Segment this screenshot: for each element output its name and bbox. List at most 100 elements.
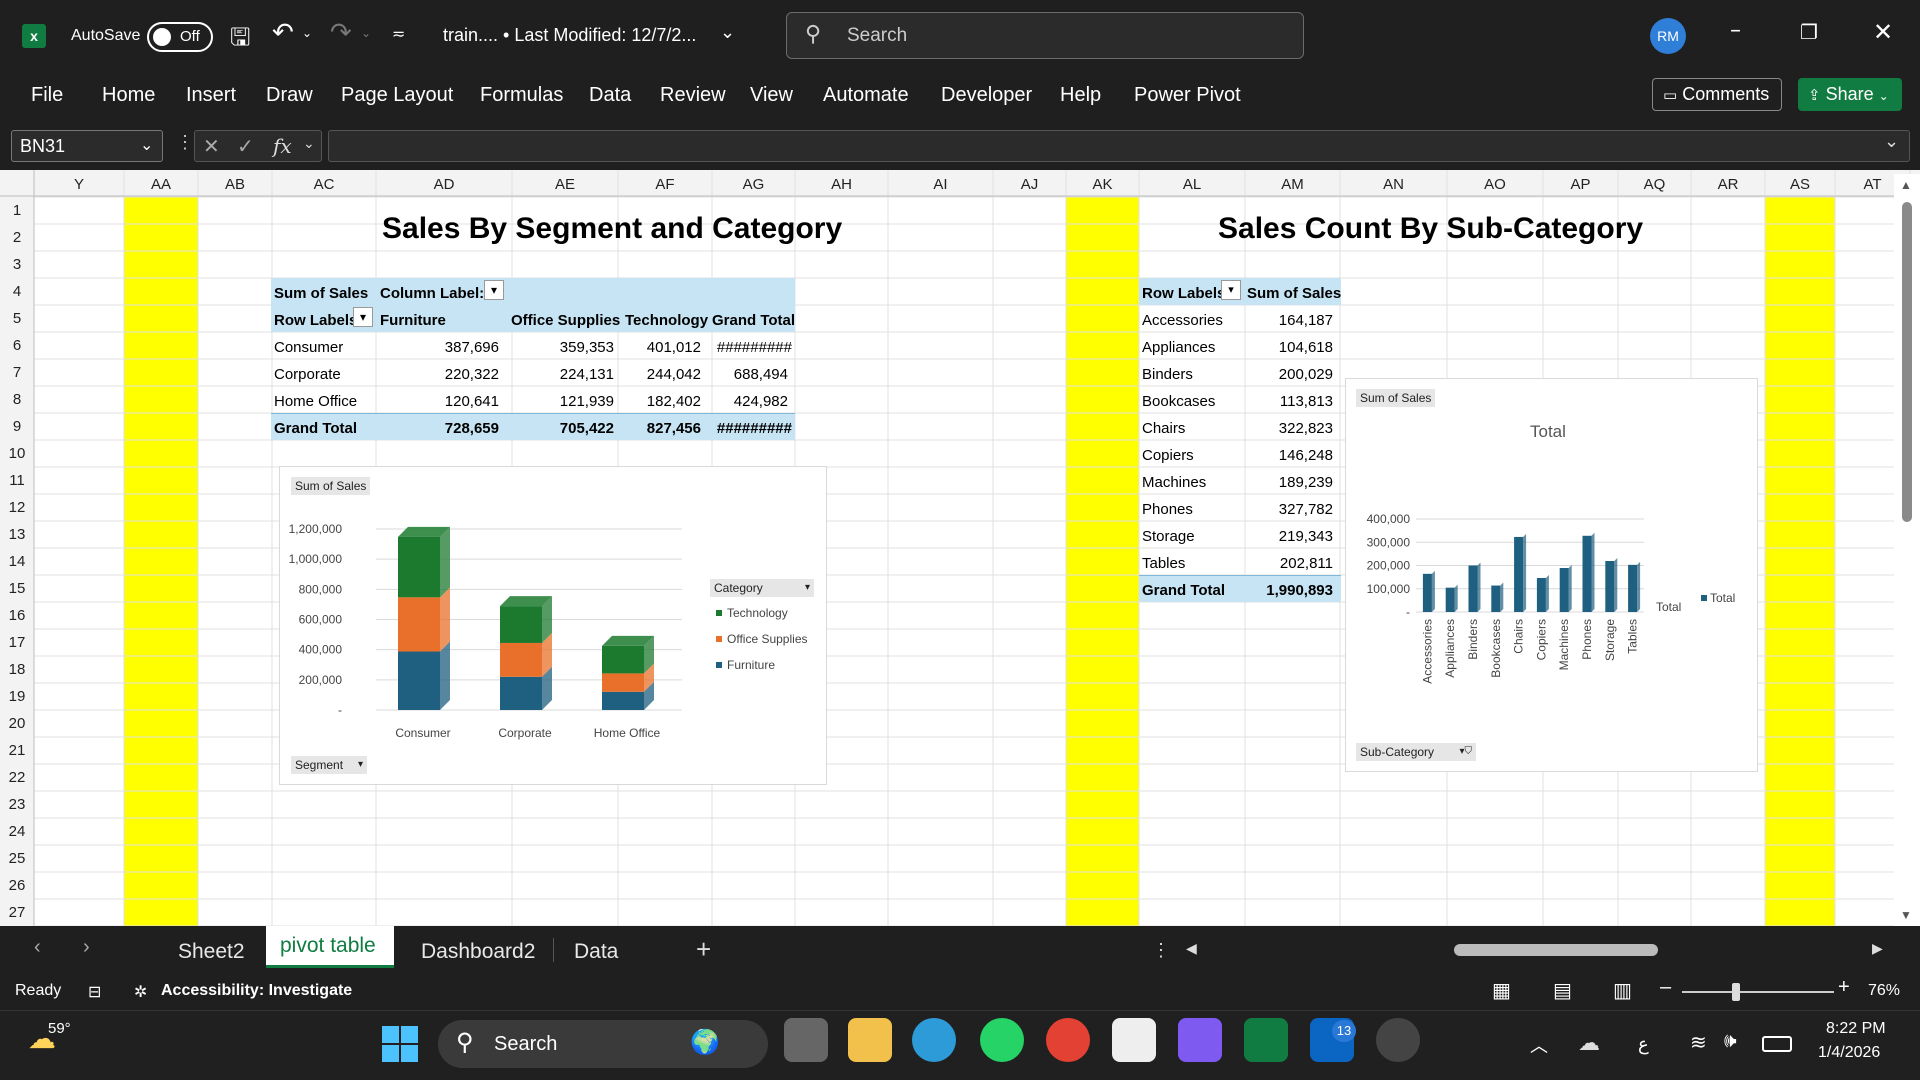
row-header[interactable]: 4 [12,283,22,300]
fx-chevron-icon[interactable]: ⌄ [303,135,315,151]
sheet-tab[interactable]: Sheet2 [178,940,245,963]
menu-developer[interactable]: Developer [941,84,1033,106]
chrome-icon[interactable] [1046,1018,1090,1062]
scroll-thumb[interactable] [1902,202,1912,522]
row-header[interactable]: 17 [8,634,26,651]
autosave-toggle[interactable]: Off [147,22,213,52]
file-explorer-icon[interactable] [848,1018,892,1062]
column-header[interactable]: Y [73,176,84,193]
store-icon[interactable] [1112,1018,1156,1062]
vertical-scrollbar[interactable]: ▲ ▼ [1894,174,1920,926]
zoom-slider[interactable] [1682,991,1834,993]
row-header[interactable]: 5 [12,310,22,327]
clock-date[interactable]: 1/4/2026 [1818,1044,1881,1061]
menu-formulas[interactable]: Formulas [480,84,564,106]
menu-view[interactable]: View [750,84,793,106]
chart2-axis-field-button[interactable]: Sub-Category ▾⛉ [1356,743,1476,761]
row-header[interactable]: 20 [8,715,26,732]
row-header[interactable]: 11 [9,472,25,489]
taskbar-search[interactable]: ⚲ Search 🌍 [438,1020,768,1068]
horizontal-scrollbar[interactable] [1454,944,1658,956]
restore-icon[interactable]: ❐ [1800,20,1818,44]
row-header[interactable]: 3 [12,256,22,273]
row-header[interactable]: 24 [8,823,26,840]
row-header[interactable]: 18 [8,661,26,678]
onedrive-icon[interactable]: ☁ [1578,1030,1600,1055]
column-header[interactable]: AK [1092,176,1113,193]
row-header[interactable]: 23 [8,796,26,813]
row-header[interactable]: 13 [8,526,26,543]
accessibility-status[interactable]: Accessibility: Investigate [161,982,353,999]
chart2-value-field-button[interactable]: Sum of Sales [1356,389,1436,407]
redo-icon[interactable]: ↷ [330,18,352,48]
insert-function-icon[interactable]: fx [273,134,292,158]
column-header[interactable]: AO [1484,176,1506,193]
add-sheet-icon[interactable]: + [696,934,712,964]
segment-category-chart[interactable]: Sum of Sales - 200,000 400,000 600,000 800,0… [279,466,827,785]
name-box-chevron-icon[interactable]: ⌄ [140,137,154,154]
search-box[interactable]: ⚲ Search [786,12,1304,59]
row-header[interactable]: 7 [12,364,22,381]
comments-button[interactable]: ▭ Comments [1652,78,1782,111]
macro-record-icon[interactable]: ⊟ [88,982,102,1001]
file-name[interactable]: train.... • Last Modified: 12/7/2... [443,25,697,45]
save-icon[interactable]: 🖫 [230,23,251,51]
column-header[interactable]: AR [1717,176,1739,193]
page-layout-view-icon[interactable]: ▤ [1553,978,1572,1002]
menu-insert[interactable]: Insert [186,84,237,106]
accessibility-icon[interactable]: ✲ [134,982,148,1001]
row-header[interactable]: 15 [8,580,26,597]
column-header[interactable]: AE [554,176,575,193]
sheet-tab[interactable]: Data [574,940,619,963]
language-indicator[interactable]: ع [1638,1034,1649,1054]
chart1-legend-field-button[interactable]: Category ▾ [710,579,814,597]
task-view-icon[interactable] [784,1018,828,1062]
column-header[interactable]: AQ [1643,176,1666,193]
column-header[interactable]: AT [1863,176,1882,193]
row-header[interactable]: 16 [8,607,26,624]
undo-dropdown-icon[interactable]: ⌄ [302,26,313,40]
formula-bar-more-icon[interactable]: ⋮ [176,132,194,152]
column-header[interactable]: AI [933,176,948,193]
menu-file[interactable]: File [31,84,64,106]
row-header[interactable]: 6 [12,337,22,354]
zoom-level[interactable]: 76% [1868,982,1901,999]
zoom-out-icon[interactable]: – [1660,976,1672,998]
menu-automate[interactable]: Automate [823,84,909,106]
sheet-tab-active[interactable]: pivot table [266,926,394,968]
redo-dropdown-icon[interactable]: ⌄ [361,26,372,40]
column-header[interactable]: AA [150,176,171,193]
menu-draw[interactable]: Draw [266,84,313,106]
column-header[interactable]: AG [742,176,765,193]
row-header[interactable]: 22 [8,769,26,786]
row-header[interactable]: 1 [12,202,22,219]
edge-icon[interactable] [912,1018,956,1062]
chart1-axis-field-button[interactable]: Segment ▾ [291,756,367,774]
pivot1-row-filter-button[interactable]: ▾ [353,307,373,327]
column-header[interactable]: AN [1383,176,1404,193]
row-header[interactable]: 26 [8,877,26,894]
normal-view-icon[interactable]: ▦ [1492,978,1511,1002]
scroll-up-icon[interactable]: ▲ [1900,178,1912,192]
row-header[interactable]: 9 [12,418,22,435]
column-header[interactable]: AD [433,176,455,193]
menu-review[interactable]: Review [660,84,726,106]
row-header[interactable]: 12 [8,499,26,516]
clock-time[interactable]: 8:22 PM [1826,1020,1886,1037]
excel-taskbar-icon[interactable] [1244,1018,1288,1062]
column-header[interactable]: AL [1182,176,1202,193]
column-header[interactable]: AH [831,176,852,193]
menu-data[interactable]: Data [589,84,632,106]
menu-page-layout[interactable]: Page Layout [341,84,454,106]
row-header[interactable]: 10 [8,445,26,462]
row-header[interactable]: 8 [12,391,22,408]
hscroll-right-icon[interactable]: ▶ [1872,940,1883,956]
customize-qat-icon[interactable]: ≂ [392,24,406,43]
file-name-chevron-icon[interactable]: ⌄ [720,22,736,43]
pivot1-column-filter-button[interactable]: ▾ [484,280,504,300]
zoom-in-icon[interactable]: + [1838,976,1850,998]
weather-icon[interactable]: ☁ [28,1022,56,1055]
cancel-icon[interactable]: ✕ [203,136,220,158]
row-header[interactable]: 21 [8,742,26,759]
column-header[interactable]: AM [1281,176,1304,193]
